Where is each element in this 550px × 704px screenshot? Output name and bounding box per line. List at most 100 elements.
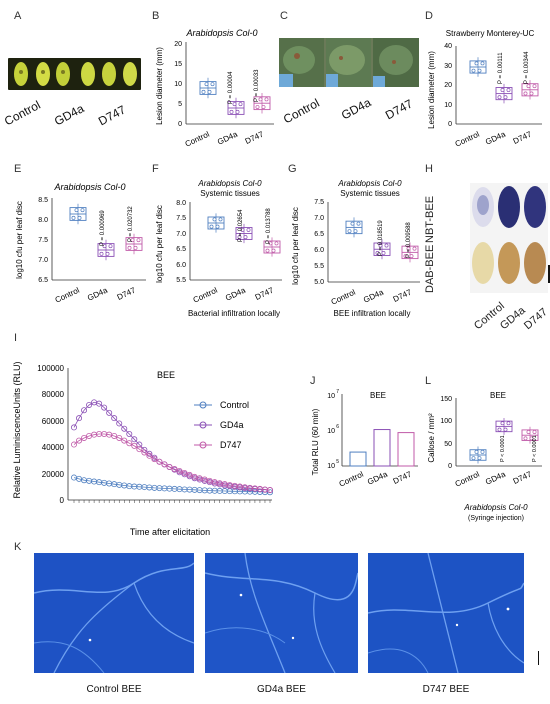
chart-i-ytick-4: 80000	[42, 390, 65, 399]
chart-f-xtick-d747: D747	[254, 285, 276, 301]
panel-c-label-control: Control	[281, 95, 322, 127]
data-point	[503, 427, 508, 432]
panel-h-row-dab: DAB-BEE	[424, 244, 436, 293]
chart-b-xtick-gd4a: GD4a	[216, 129, 239, 146]
data-point	[506, 421, 511, 426]
panel-letter-k: K	[14, 541, 22, 553]
chart-e-ytick-4: 8.5	[38, 197, 48, 204]
chart-d-xtick-control: Control	[454, 130, 481, 149]
chart-i-legend: Control GD4a D747	[194, 400, 249, 450]
chart-f-title: Arabidopsis Col-0	[197, 179, 262, 188]
chart-g-ytick-3: 6.5	[314, 231, 324, 238]
series-point-d747	[266, 486, 273, 493]
bar-control	[349, 451, 367, 467]
chart-j-ytick-0: 10	[327, 463, 335, 470]
chart-l-ytick-2: 100	[440, 418, 452, 425]
series-point-d747	[171, 465, 178, 472]
data-point	[130, 238, 135, 243]
chart-e-xtick-d747: D747	[116, 285, 138, 301]
chart-g-footer: BEE infiltration locally	[334, 309, 411, 318]
chart-e-ytick-1: 7.0	[38, 257, 48, 264]
chart-d-ytick-4: 40	[444, 43, 452, 50]
data-point	[232, 102, 237, 107]
data-point	[471, 456, 476, 461]
chart-f-ylabel: log10 cfu per leaf disc	[155, 205, 164, 283]
strawberry-leaves-graphic	[279, 38, 419, 87]
series-point-d747	[161, 461, 168, 468]
scale-bar-k	[538, 651, 539, 665]
data-point	[212, 217, 217, 222]
data-point	[526, 430, 531, 434]
data-point	[353, 229, 358, 234]
series-point-d747	[141, 449, 148, 456]
data-point	[204, 82, 209, 87]
series-point-control	[71, 474, 78, 481]
panel-letter-f: F	[152, 163, 159, 175]
panel-h-row-nbt: NBT-BEE	[424, 195, 436, 243]
chart-b-xtick-control: Control	[184, 130, 211, 149]
chart-f-xtick-control: Control	[192, 286, 219, 305]
data-point	[108, 244, 113, 249]
chart-e-xtick-gd4a: GD4a	[86, 285, 109, 302]
data-point	[71, 215, 76, 220]
series-point-d747	[186, 471, 193, 478]
panel-h-label-d747: D747	[522, 306, 550, 333]
data-point	[207, 89, 212, 94]
series-point-gd4a	[86, 401, 93, 408]
chart-b-ylabel: Lesion diameter (mm)	[155, 47, 164, 125]
panel-letter-a: A	[14, 10, 22, 22]
data-point	[246, 227, 251, 232]
chart-j-xtick-control: Control	[338, 470, 365, 489]
data-point	[133, 245, 138, 250]
series-point-d747	[121, 437, 128, 444]
chart-j-ytick-2: 10	[327, 393, 335, 400]
panel-a-label-control: Control	[2, 97, 43, 129]
chart-b-xtick-d747: D747	[244, 129, 266, 145]
chart-g-ytick-0: 5.0	[314, 279, 324, 286]
data-point	[477, 456, 482, 461]
chart-g-ylabel: log10 cfu per leaf disc	[291, 207, 300, 285]
legend-marker-d747	[199, 441, 207, 449]
chart-f-pval-d747: P = 0.013788	[266, 208, 272, 244]
legend-label-control: Control	[220, 400, 249, 410]
data-point	[480, 449, 485, 454]
data-point	[532, 84, 537, 89]
data-point	[500, 421, 505, 426]
chart-i: BEE Relative LuminiscenceUnits (RLU) 0 2…	[12, 361, 273, 537]
data-point	[77, 215, 82, 220]
data-point	[474, 449, 479, 454]
panel-letter-h: H	[425, 163, 433, 175]
chart-g-ytick-2: 6.0	[314, 247, 324, 254]
panel-letter-b: B	[152, 10, 160, 22]
chart-b-ytick-4: 20	[174, 41, 182, 48]
leaf-photo-a	[8, 58, 141, 90]
chart-e-ylabel: log10 cfu per leaf disc	[15, 201, 24, 279]
chart-j: BEE Total RLU (60 min) 10 5 10 6 10 7 Co…	[311, 389, 418, 489]
data-point	[238, 102, 243, 107]
chart-i-title: BEE	[157, 370, 175, 380]
data-point	[375, 251, 380, 255]
legend-label-d747: D747	[220, 440, 242, 450]
chart-j-ylabel: Total RLU (60 min)	[311, 408, 320, 475]
chart-g-pval-d747: P = 0.009588	[406, 222, 412, 258]
chart-f-ytick-4: 7.5	[176, 215, 186, 222]
leaves-graphic	[14, 62, 137, 86]
series-point-d747	[111, 432, 118, 439]
chart-g-ytick-1: 5.5	[314, 263, 324, 270]
chart-e-pval-gd4a: P = 0.000969	[100, 210, 106, 246]
data-point	[477, 68, 482, 73]
data-point	[532, 430, 537, 434]
panel-a-labels: Control GD4a D747	[0, 94, 145, 134]
data-point	[356, 221, 361, 226]
micrograph-veins-d747	[368, 553, 524, 673]
scale-bar	[548, 265, 550, 283]
data-point	[403, 254, 408, 259]
data-point	[74, 208, 79, 213]
data-point	[237, 235, 242, 240]
data-point	[105, 251, 110, 256]
panel-letter-e: E	[14, 163, 22, 175]
chart-d-ytick-2: 20	[444, 82, 452, 89]
series-point-gd4a	[106, 409, 113, 416]
data-point	[471, 68, 476, 73]
chart-e-xtick-control: Control	[54, 286, 81, 305]
